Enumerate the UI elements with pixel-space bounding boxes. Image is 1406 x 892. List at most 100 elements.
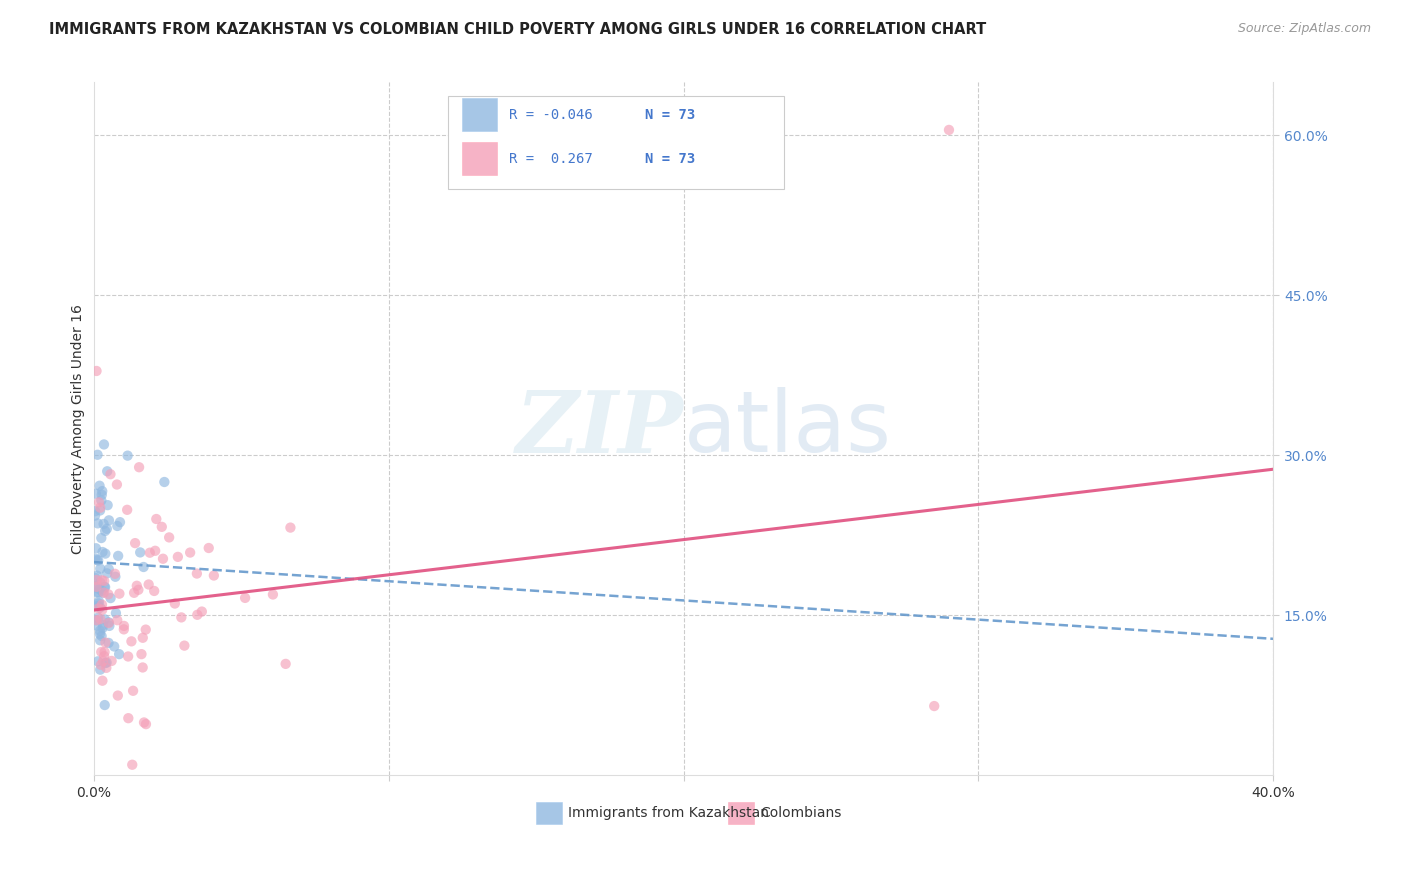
- Point: [274, 657, 297, 671]
- Point: [84, 613, 107, 627]
- Point: [91, 484, 114, 499]
- Point: [86, 580, 108, 594]
- Point: [89, 633, 111, 648]
- Point: [107, 689, 129, 703]
- Point: [97, 636, 120, 650]
- Point: [87, 585, 110, 599]
- Point: [91, 583, 114, 598]
- Point: [91, 618, 114, 632]
- Point: [120, 634, 142, 648]
- Point: [84, 580, 107, 594]
- Point: [87, 599, 110, 613]
- Point: [105, 519, 128, 533]
- Point: [129, 545, 152, 559]
- Text: Source: ZipAtlas.com: Source: ZipAtlas.com: [1237, 22, 1371, 36]
- Point: [121, 757, 143, 772]
- Point: [132, 631, 155, 645]
- Point: [167, 549, 190, 564]
- Point: [117, 649, 139, 664]
- Point: [84, 541, 107, 556]
- Point: [125, 579, 148, 593]
- Point: [104, 570, 127, 584]
- Point: [143, 584, 166, 599]
- Point: [938, 123, 960, 137]
- Point: [94, 524, 117, 538]
- Point: [89, 600, 111, 615]
- Point: [87, 610, 110, 624]
- Point: [122, 683, 145, 698]
- Point: [186, 607, 208, 622]
- Point: [117, 449, 139, 463]
- Point: [91, 654, 114, 668]
- Point: [91, 545, 114, 559]
- Point: [86, 613, 108, 627]
- Point: [122, 586, 145, 600]
- Point: [131, 660, 153, 674]
- Point: [197, 541, 219, 555]
- Point: [86, 618, 108, 632]
- Point: [139, 546, 162, 560]
- Point: [104, 606, 127, 620]
- Point: [84, 571, 107, 585]
- Point: [191, 605, 214, 619]
- Point: [91, 598, 114, 612]
- Point: [86, 553, 108, 567]
- Point: [84, 508, 107, 523]
- Point: [150, 520, 173, 534]
- Point: [112, 623, 135, 637]
- Point: [153, 475, 176, 489]
- Point: [98, 513, 121, 527]
- Point: [89, 627, 111, 641]
- Point: [108, 647, 131, 661]
- Point: [94, 547, 117, 561]
- Point: [84, 579, 107, 593]
- Text: R = -0.046: R = -0.046: [509, 108, 593, 121]
- Point: [86, 364, 108, 378]
- Point: [233, 591, 256, 605]
- Point: [262, 587, 284, 601]
- Point: [132, 715, 155, 730]
- Point: [89, 624, 111, 638]
- Point: [202, 568, 225, 582]
- Point: [128, 460, 150, 475]
- Point: [107, 549, 129, 563]
- Point: [96, 522, 118, 536]
- Point: [91, 585, 114, 599]
- Point: [87, 594, 110, 608]
- Text: atlas: atlas: [683, 387, 891, 470]
- Point: [100, 467, 122, 482]
- Point: [103, 640, 125, 654]
- FancyBboxPatch shape: [461, 98, 498, 131]
- Point: [173, 639, 195, 653]
- Point: [91, 603, 114, 617]
- Point: [87, 553, 110, 567]
- Point: [87, 596, 110, 610]
- Point: [84, 486, 107, 500]
- Point: [90, 629, 112, 643]
- Text: Immigrants from Kazakhstan: Immigrants from Kazakhstan: [568, 805, 769, 820]
- Point: [157, 530, 180, 544]
- Point: [89, 479, 111, 493]
- Y-axis label: Child Poverty Among Girls Under 16: Child Poverty Among Girls Under 16: [72, 303, 86, 554]
- Point: [86, 568, 108, 582]
- FancyBboxPatch shape: [536, 802, 562, 824]
- Point: [90, 645, 112, 659]
- Point: [90, 657, 112, 672]
- Point: [115, 503, 138, 517]
- Point: [96, 566, 118, 581]
- Point: [89, 503, 111, 517]
- Point: [93, 516, 115, 531]
- Point: [138, 577, 160, 591]
- Point: [93, 645, 115, 659]
- Point: [87, 654, 110, 668]
- Point: [96, 656, 118, 670]
- Point: [87, 495, 110, 509]
- Point: [98, 619, 121, 633]
- Point: [89, 562, 111, 576]
- Point: [89, 575, 111, 590]
- Point: [280, 520, 302, 534]
- Point: [96, 661, 118, 675]
- Point: [89, 612, 111, 626]
- Text: R =  0.267: R = 0.267: [509, 152, 593, 166]
- Point: [132, 560, 155, 574]
